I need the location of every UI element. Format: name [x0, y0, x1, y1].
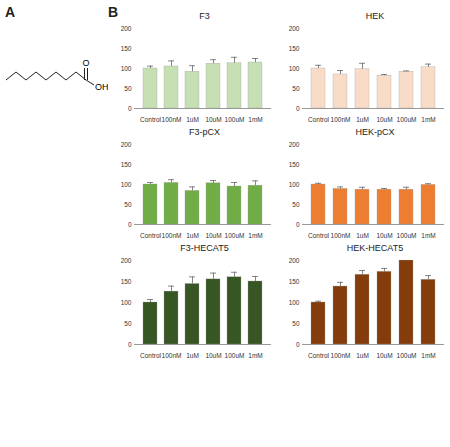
svg-text:0: 0	[296, 341, 300, 348]
svg-text:200: 200	[121, 257, 132, 264]
svg-text:10uM: 10uM	[376, 232, 392, 238]
svg-text:100: 100	[121, 181, 132, 188]
svg-text:100: 100	[289, 65, 300, 72]
svg-text:1mM: 1mM	[421, 232, 435, 238]
html-text:F3: F3	[199, 11, 210, 21]
svg-text:100uM: 100uM	[225, 352, 245, 358]
svg-text:200: 200	[289, 141, 300, 148]
svg-text:100nM: 100nM	[162, 232, 182, 238]
svg-text:0: 0	[128, 341, 132, 348]
svg-text:Control: Control	[308, 116, 330, 122]
svg-text:200: 200	[121, 25, 132, 32]
svg-text:50: 50	[124, 85, 132, 92]
svg-text:1uM: 1uM	[186, 352, 199, 358]
svg-text:10uM: 10uM	[205, 116, 221, 122]
svg-text:100uM: 100uM	[225, 232, 245, 238]
svg-text:1uM: 1uM	[356, 352, 369, 358]
svg-text:50: 50	[124, 201, 132, 208]
svg-text:100: 100	[289, 181, 300, 188]
svg-text:Control: Control	[140, 116, 162, 122]
svg-text:100nM: 100nM	[162, 352, 182, 358]
svg-text:100uM: 100uM	[397, 352, 417, 358]
svg-text:1mM: 1mM	[421, 116, 435, 122]
svg-text:1uM: 1uM	[186, 116, 199, 122]
svg-text:Control: Control	[140, 352, 162, 358]
svg-text:10uM: 10uM	[376, 116, 392, 122]
svg-text:100nM: 100nM	[331, 352, 351, 358]
svg-text:100nM: 100nM	[331, 116, 351, 122]
html-text:B: B	[108, 4, 119, 20]
html-text:A: A	[5, 4, 16, 20]
svg-text:150: 150	[289, 161, 300, 168]
svg-text:50: 50	[292, 85, 300, 92]
svg-text:100nM: 100nM	[331, 232, 351, 238]
svg-text:50: 50	[292, 201, 300, 208]
svg-text:1mM: 1mM	[248, 232, 262, 238]
svg-text:100: 100	[121, 299, 132, 306]
svg-text:0: 0	[296, 221, 300, 228]
html-text:HEK: HEK	[365, 11, 385, 21]
svg-text:150: 150	[289, 278, 300, 285]
svg-text:100nM: 100nM	[162, 116, 182, 122]
svg-text:200: 200	[289, 25, 300, 32]
svg-text:1uM: 1uM	[186, 232, 199, 238]
svg-text:Control: Control	[308, 232, 330, 238]
html-text:F3-HECAT5: F3-HECAT5	[180, 243, 229, 253]
svg-text:Control: Control	[140, 232, 162, 238]
svg-text:50: 50	[124, 320, 132, 327]
svg-text:100: 100	[289, 299, 300, 306]
html-text:HEK-HECAT5: HEK-HECAT5	[346, 243, 404, 253]
svg-text:0: 0	[128, 105, 132, 112]
html-text:HEK-pCX: HEK-pCX	[355, 127, 395, 137]
svg-text:100uM: 100uM	[397, 116, 417, 122]
svg-text:O: O	[82, 58, 89, 68]
svg-text:100uM: 100uM	[397, 232, 417, 238]
svg-text:0: 0	[128, 221, 132, 228]
svg-text:1uM: 1uM	[356, 116, 369, 122]
svg-text:0: 0	[296, 105, 300, 112]
svg-text:100uM: 100uM	[225, 116, 245, 122]
svg-text:1mM: 1mM	[248, 116, 262, 122]
svg-text:100: 100	[121, 65, 132, 72]
svg-text:150: 150	[289, 45, 300, 52]
svg-text:OH: OH	[95, 82, 108, 92]
svg-text:200: 200	[121, 141, 132, 148]
svg-text:1mM: 1mM	[421, 352, 435, 358]
svg-text:Control: Control	[308, 352, 330, 358]
svg-text:50: 50	[292, 320, 300, 327]
svg-text:200: 200	[289, 257, 300, 264]
svg-text:150: 150	[121, 161, 132, 168]
svg-text:150: 150	[121, 278, 132, 285]
svg-text:1mM: 1mM	[248, 352, 262, 358]
svg-text:1uM: 1uM	[356, 232, 369, 238]
svg-text:10uM: 10uM	[205, 352, 221, 358]
svg-text:10uM: 10uM	[376, 352, 392, 358]
svg-text:150: 150	[121, 45, 132, 52]
svg-text:10uM: 10uM	[205, 232, 221, 238]
html-text:F3-pCX: F3-pCX	[189, 127, 220, 137]
